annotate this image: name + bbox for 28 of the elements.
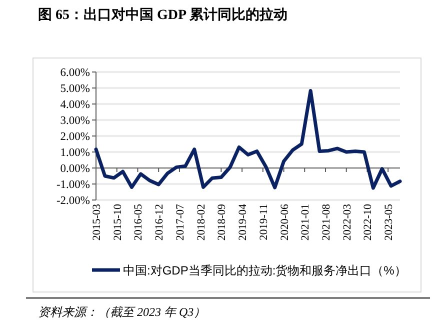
- x-tick-label: 2015-03: [91, 204, 103, 241]
- x-tick-label: 2019-04: [237, 204, 250, 241]
- legend-label: 中国:对GDP当季同比的拉动:货物和服务净出口（%）: [123, 264, 406, 278]
- y-tick-label: 2.00%: [60, 131, 90, 143]
- x-tick-label: 2016-12: [154, 204, 166, 241]
- chart-title: 图 65：出口对中国 GDP 累计同比的拉动: [38, 7, 288, 23]
- x-tick-label: 2022-03: [341, 204, 354, 241]
- y-tick-label: -1.00%: [56, 179, 90, 191]
- x-tick-label: 2015-10: [112, 204, 124, 241]
- x-tick-label: 2022-10: [362, 204, 374, 241]
- y-tick-label: 1.00%: [60, 147, 90, 159]
- y-tick-label: 5.00%: [60, 83, 90, 95]
- x-tick-label: 2017-07: [174, 204, 186, 241]
- x-tick-label: 2021-01: [300, 204, 312, 241]
- y-tick-label: 0.00%: [60, 163, 90, 175]
- y-tick-label: 6.00%: [60, 67, 90, 79]
- x-tick-label: 2018-09: [216, 204, 228, 241]
- x-tick-label: 2019-11: [258, 204, 270, 240]
- x-tick-label: 2018-02: [195, 204, 208, 241]
- line-series: [94, 88, 402, 190]
- x-tick-label: 2021-08: [320, 204, 332, 241]
- y-tick-label: 3.00%: [60, 115, 90, 127]
- x-tick-label: 2023-05: [383, 204, 396, 241]
- x-tick-label: 2016-05: [132, 204, 145, 241]
- y-tick-label: -2.00%: [56, 195, 90, 207]
- y-tick-label: 4.00%: [60, 99, 90, 111]
- text: 资料来源：（截至 2023 年 Q3）: [38, 305, 206, 319]
- x-tick-label: 2020-06: [278, 204, 291, 241]
